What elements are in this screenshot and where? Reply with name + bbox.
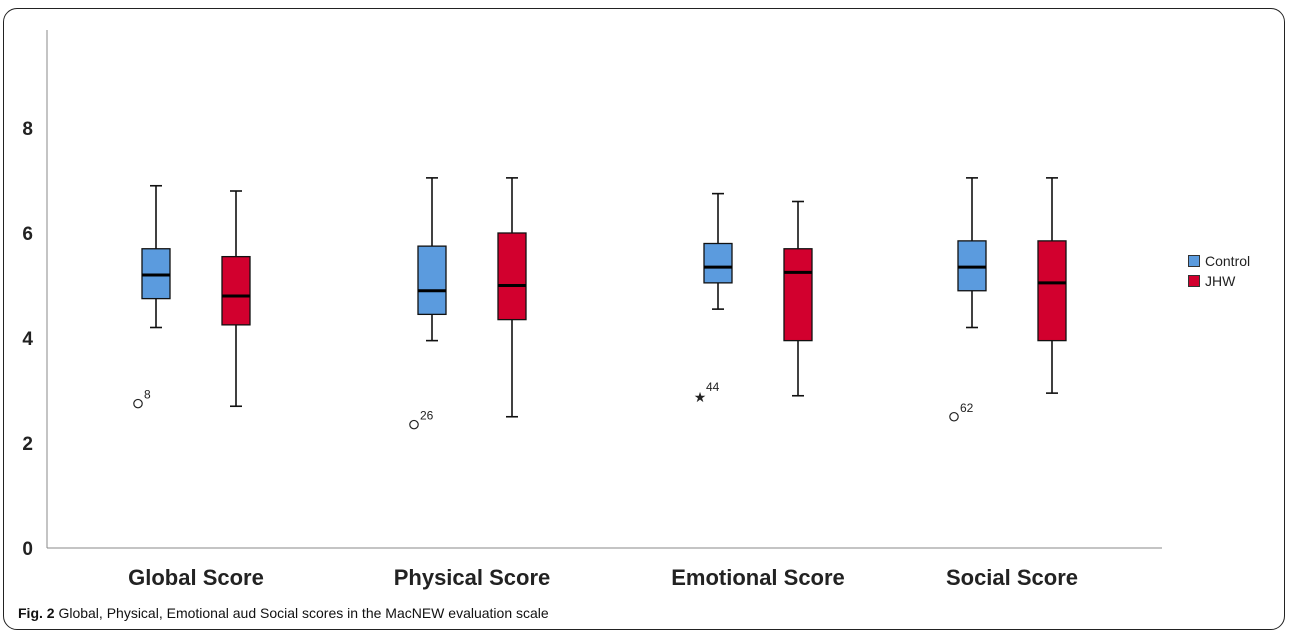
caption-label: Fig. 2	[18, 605, 55, 621]
outlier-label: 8	[144, 388, 151, 402]
figure-frame	[3, 8, 1285, 630]
box-iqr	[497, 232, 527, 321]
y-tick-label: 0	[22, 539, 33, 560]
legend-label-jhw: JHW	[1205, 273, 1236, 289]
y-tick-label: 6	[22, 224, 33, 245]
legend-swatch-control	[1188, 255, 1200, 267]
legend-item-control: Control	[1188, 251, 1250, 271]
figure-caption: Fig. 2 Global, Physical, Emotional aud S…	[18, 605, 549, 621]
box-jhw	[783, 200, 813, 397]
y-tick-label: 4	[22, 329, 33, 350]
box-control: ★44	[694, 192, 733, 406]
outlier-circle	[133, 398, 143, 409]
box-iqr	[1037, 240, 1067, 342]
box-jhw	[221, 190, 251, 408]
box-iqr	[783, 248, 813, 342]
box-control: 62	[949, 177, 987, 422]
legend-swatch-jhw	[1188, 275, 1200, 287]
outlier-star: ★	[694, 390, 707, 406]
box-control: 26	[409, 177, 447, 430]
legend-label-control: Control	[1205, 253, 1251, 269]
caption-text: Global, Physical, Emotional aud Social s…	[58, 605, 549, 621]
y-tick-label: 2	[22, 434, 33, 455]
box-iqr	[417, 245, 447, 316]
outlier-label: 26	[420, 409, 434, 423]
box-iqr	[221, 255, 251, 326]
x-category-label: Physical Score	[394, 565, 551, 590]
outlier-circle	[409, 419, 419, 430]
outlier-circle	[949, 411, 959, 422]
outlier-label: 44	[706, 380, 720, 394]
box-jhw	[1037, 177, 1067, 394]
x-category-label: Global Score	[128, 565, 264, 590]
y-tick-label: 8	[22, 119, 33, 140]
box-jhw	[497, 177, 527, 418]
x-category-label: Social Score	[946, 565, 1078, 590]
legend-item-jhw: JHW	[1188, 271, 1250, 291]
outlier-label: 62	[960, 401, 974, 415]
box-iqr	[703, 242, 733, 284]
x-category-label: Emotional Score	[671, 565, 845, 590]
box-control: 8	[133, 184, 171, 409]
legend: Control JHW	[1188, 251, 1250, 291]
